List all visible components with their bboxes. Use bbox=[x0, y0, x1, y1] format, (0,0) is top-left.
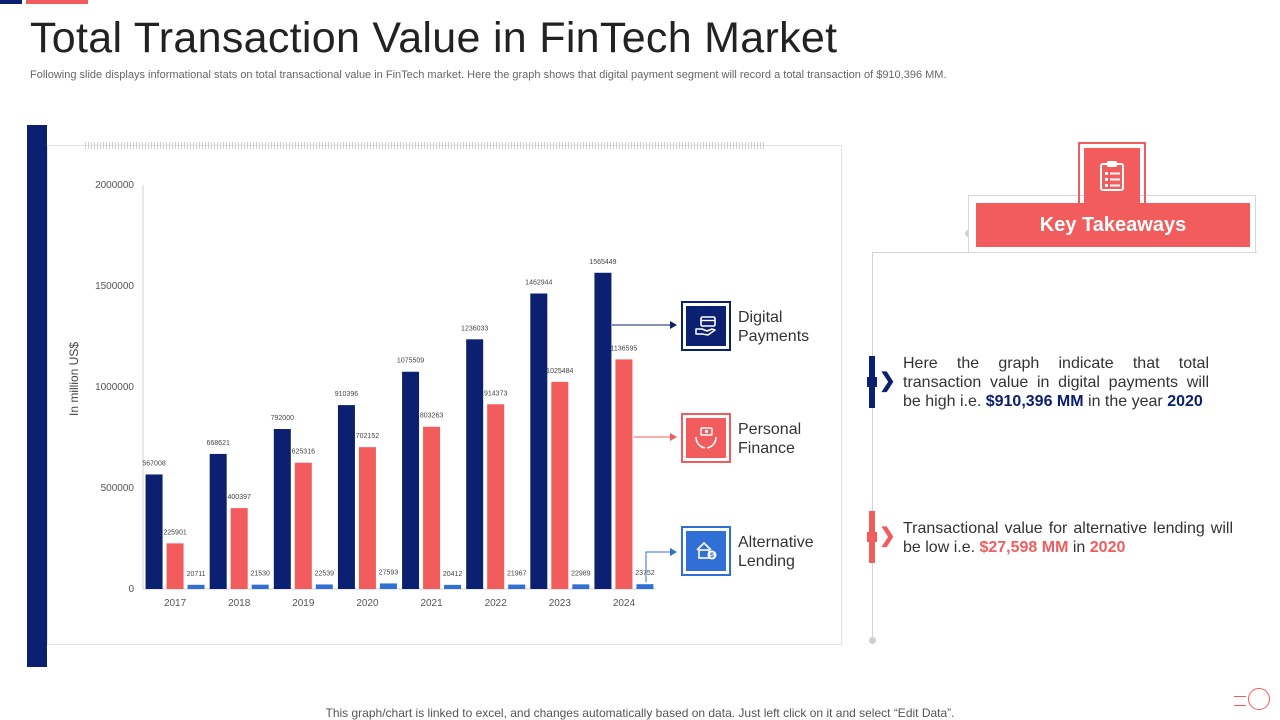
chevron-right-icon: ❯ bbox=[879, 370, 896, 392]
data-label: 1236033 bbox=[461, 325, 488, 332]
data-label: 21967 bbox=[507, 571, 527, 578]
clipboard-list-icon bbox=[1084, 148, 1140, 204]
legend-icon-box-alternative-lending: $ bbox=[681, 526, 731, 576]
x-tick-label: 2019 bbox=[292, 598, 315, 609]
takeaway-highlight-value: $910,396 MM bbox=[985, 393, 1084, 410]
data-label: 803263 bbox=[420, 413, 443, 420]
bar-alternative-lending-2023 bbox=[572, 584, 590, 589]
y-tick-label: 1500000 bbox=[95, 281, 134, 292]
bar-alternative-lending-2022 bbox=[508, 584, 526, 589]
legend-label-personal-finance: Personal Finance bbox=[738, 421, 802, 457]
bar-digital-payments-2024 bbox=[594, 272, 612, 589]
x-tick-label: 2021 bbox=[420, 598, 443, 609]
bar-alternative-lending-2020 bbox=[379, 583, 397, 589]
y-tick-label: 2000000 bbox=[95, 180, 134, 191]
bar-alternative-lending-2024 bbox=[636, 584, 654, 589]
legend-connector-arrow bbox=[645, 548, 677, 582]
data-label: 625316 bbox=[292, 449, 315, 456]
x-tick-label: 2024 bbox=[613, 598, 636, 609]
y-axis-label: In million US$ bbox=[67, 342, 81, 416]
bar-digital-payments-2020 bbox=[337, 405, 355, 589]
bar-personal-finance-2024 bbox=[615, 359, 633, 589]
y-tick-label: 500000 bbox=[101, 483, 135, 494]
data-label: 910396 bbox=[335, 391, 358, 398]
takeaway-highlight-year: 2020 bbox=[1167, 393, 1203, 410]
data-label: 1462944 bbox=[525, 279, 552, 286]
legend-icon-box-digital-payments bbox=[681, 301, 731, 351]
bar-digital-payments-2023 bbox=[530, 293, 548, 589]
hand-card-icon bbox=[686, 306, 726, 346]
chevron-right-icon: ❯ bbox=[879, 525, 896, 547]
bar-personal-finance-2019 bbox=[294, 462, 312, 589]
x-tick-label: 2017 bbox=[164, 598, 187, 609]
data-label: 792000 bbox=[271, 415, 294, 422]
data-label: 20412 bbox=[443, 571, 463, 578]
timeline-dot bbox=[869, 637, 876, 644]
bar-digital-payments-2017 bbox=[145, 474, 163, 589]
bar-personal-finance-2021 bbox=[423, 426, 441, 589]
bar-alternative-lending-2019 bbox=[315, 584, 333, 589]
svg-text:$: $ bbox=[710, 553, 714, 560]
x-tick-label: 2020 bbox=[356, 598, 379, 609]
legend-icon-box-personal-finance bbox=[681, 413, 731, 463]
chart-accent-bar bbox=[27, 125, 47, 667]
data-label: 225901 bbox=[163, 529, 186, 536]
bar-alternative-lending-2021 bbox=[444, 584, 462, 589]
bar-digital-payments-2019 bbox=[273, 429, 291, 589]
data-label: 20711 bbox=[187, 571, 206, 578]
data-label: 21530 bbox=[250, 571, 270, 578]
data-label: 914373 bbox=[484, 390, 507, 397]
bar-alternative-lending-2017 bbox=[187, 584, 205, 589]
takeaway-highlight-year: 2020 bbox=[1089, 539, 1126, 556]
bar-digital-payments-2022 bbox=[466, 339, 484, 589]
bar-personal-finance-2017 bbox=[166, 543, 184, 589]
bar-alternative-lending-2018 bbox=[251, 584, 269, 589]
data-label: 1565449 bbox=[589, 259, 616, 266]
bar-chart[interactable]: 0 500000 1000000 1500000 2000000 In million U… bbox=[0, 0, 860, 680]
bar-personal-finance-2018 bbox=[230, 508, 248, 589]
y-tick-label: 0 bbox=[128, 584, 134, 595]
bar-digital-payments-2021 bbox=[402, 371, 420, 589]
legend-label-digital-payments: Digital Payments bbox=[738, 309, 810, 345]
takeaway-text-digital: Here the graph indicate that total trans… bbox=[903, 355, 1209, 410]
bar-personal-finance-2020 bbox=[358, 447, 376, 589]
data-label: 1075509 bbox=[397, 358, 424, 365]
page-title: Total Transaction Value in FinTech Marke… bbox=[30, 14, 838, 62]
takeaway-highlight-value: $27,598 MM bbox=[979, 539, 1069, 556]
data-label: 702152 bbox=[356, 433, 379, 440]
footer-note: This graph/chart is linked to excel, and… bbox=[325, 706, 955, 720]
x-tick-label: 2018 bbox=[228, 598, 251, 609]
takeaways-timeline bbox=[872, 252, 873, 640]
data-label: 400397 bbox=[228, 494, 251, 501]
chart-hatch-decoration bbox=[85, 142, 765, 149]
top-accent-navy bbox=[0, 0, 22, 4]
corner-decoration bbox=[1234, 696, 1246, 706]
bar-personal-finance-2022 bbox=[487, 404, 505, 589]
data-label: 27593 bbox=[379, 569, 399, 576]
page-subtitle: Following slide displays informational s… bbox=[30, 69, 947, 81]
bar-personal-finance-2023 bbox=[551, 381, 569, 589]
data-label: 22989 bbox=[571, 570, 591, 577]
x-tick-label: 2023 bbox=[549, 598, 572, 609]
data-label: 668621 bbox=[207, 440, 230, 447]
data-label: 23752 bbox=[635, 570, 655, 577]
top-accent-red bbox=[26, 0, 88, 4]
data-label: 567008 bbox=[142, 460, 165, 467]
house-dollar-icon: $ bbox=[686, 531, 726, 571]
x-tick-label: 2022 bbox=[485, 598, 508, 609]
takeaways-icon-frame bbox=[1078, 142, 1146, 204]
data-label: 22539 bbox=[315, 570, 335, 577]
takeaway-text-lending: Transactional value for alternative lend… bbox=[903, 520, 1233, 556]
takeaways-header: Key Takeaways bbox=[976, 203, 1250, 247]
data-label: 1025484 bbox=[546, 368, 573, 375]
corner-circle-icon bbox=[1248, 688, 1270, 710]
y-tick-label: 1000000 bbox=[95, 382, 134, 393]
data-label: 1136595 bbox=[611, 345, 638, 352]
hands-money-icon bbox=[686, 418, 726, 458]
bar-digital-payments-2018 bbox=[209, 453, 227, 589]
legend-label-alternative-lending: Alternative Lending bbox=[738, 534, 814, 570]
